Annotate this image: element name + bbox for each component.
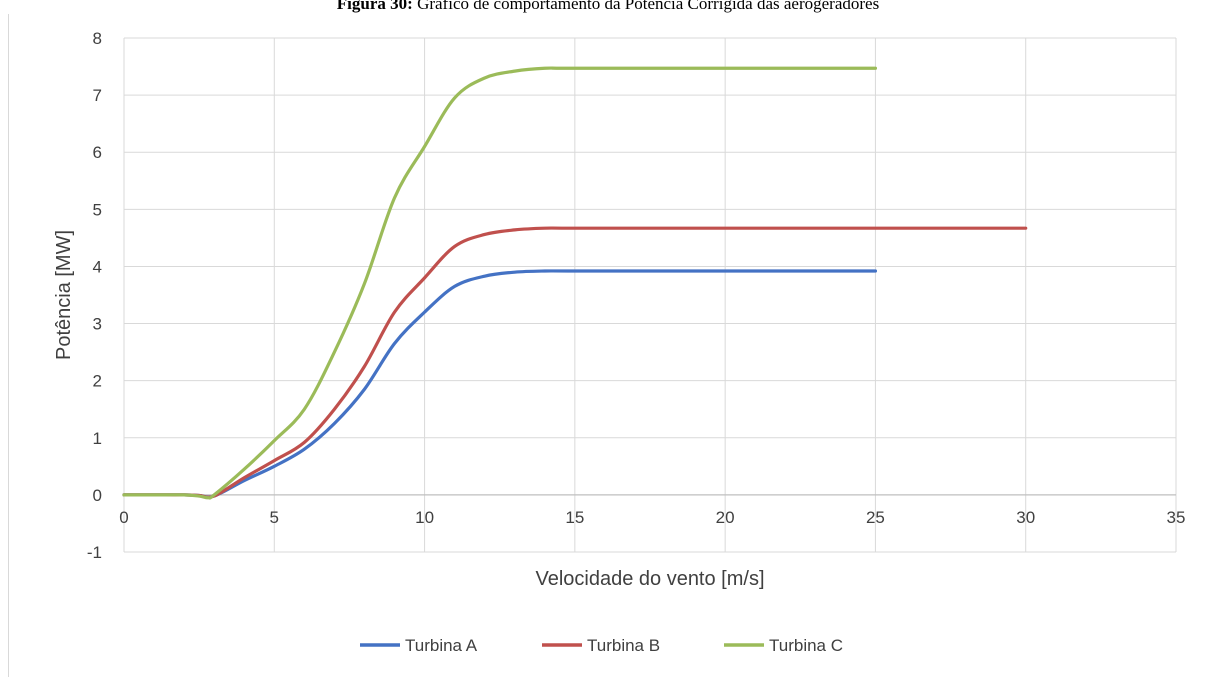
y-tick-label: 7 [93,86,102,105]
y-tick-label: 0 [93,486,102,505]
legend-item-turbina-c: Turbina C [724,636,843,655]
x-tick-label: 25 [866,508,885,527]
y-tick-label: 1 [93,429,102,448]
series-line-turbina-c [122,66,878,500]
y-tick-label: 3 [93,315,102,334]
series-line-turbina-a [122,269,878,499]
legend-item-turbina-a: Turbina A [360,636,478,655]
y-tick-label: -1 [87,543,102,562]
y-tick-label: 8 [93,29,102,48]
y-tick-label: 4 [93,257,102,276]
x-tick-label: 10 [415,508,434,527]
chart-title: Figura 30: Gráfico de comportamento da P… [0,0,1216,14]
grid-lines [123,37,1177,553]
series-lines [122,66,1028,500]
legend-label: Turbina B [587,636,660,655]
x-tick-label: 15 [565,508,584,527]
x-tick-label: 30 [1016,508,1035,527]
tick-labels: -1 0 1 2 3 4 5 6 7 8 0 5 10 15 20 25 30 35 [87,29,1186,562]
legend: Turbina A Turbina B Turbina C [360,636,843,655]
x-tick-label: 20 [716,508,735,527]
chart-title-text: Gráfico de comportamento da Potência Cor… [412,0,880,13]
legend-item-turbina-b: Turbina B [542,636,660,655]
x-tick-label: 35 [1167,508,1186,527]
chart-title-prefix: Figura 30: [336,0,413,13]
legend-label: Turbina A [405,636,478,655]
x-tick-label: 5 [270,508,279,527]
y-tick-label: 2 [93,372,102,391]
legend-label: Turbina C [769,636,843,655]
chart-frame [8,14,1215,677]
y-tick-label: 5 [93,200,102,219]
y-tick-label: 6 [93,143,102,162]
x-axis-title: Velocidade do vento [m/s] [535,568,764,590]
y-axis-title: Potência [MW] [53,230,75,360]
x-tick-label: 0 [119,508,128,527]
